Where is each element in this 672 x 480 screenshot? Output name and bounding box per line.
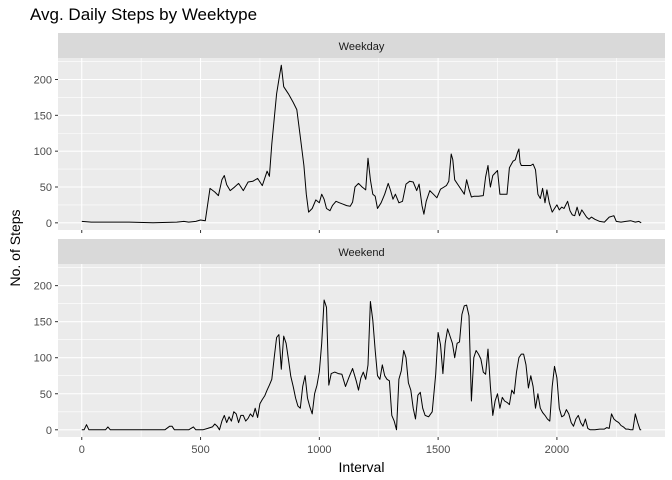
x-tick-label: 2000 (545, 444, 569, 456)
panel-background (58, 264, 665, 437)
chart-title: Avg. Daily Steps by Weektype (30, 5, 258, 24)
y-axis-title: No. of Steps (7, 209, 23, 286)
facet-label: Weekend (338, 247, 384, 259)
y-tick-label: 50 (40, 389, 52, 401)
x-tick-label: 0 (79, 444, 85, 456)
y-tick-label: 150 (34, 317, 52, 329)
series-line (81, 64, 642, 224)
y-tick-label: 200 (34, 281, 52, 293)
facet-strip (58, 239, 665, 264)
y-tick-label: 200 (34, 75, 52, 87)
facet-strip (58, 33, 665, 58)
facet-label: Weekday (339, 41, 385, 53)
x-tick-label: 500 (191, 444, 209, 456)
x-axis-title: Interval (339, 459, 385, 475)
series-line (81, 299, 642, 431)
y-tick-label: 0 (46, 218, 52, 230)
y-tick-label: 100 (34, 146, 52, 158)
x-tick-label: 1000 (307, 444, 331, 456)
y-tick-label: 0 (46, 425, 52, 437)
panel-background (58, 58, 665, 230)
y-tick-label: 150 (34, 110, 52, 122)
x-tick-label: 1500 (426, 444, 450, 456)
y-tick-label: 50 (40, 182, 52, 194)
y-tick-label: 100 (34, 353, 52, 365)
